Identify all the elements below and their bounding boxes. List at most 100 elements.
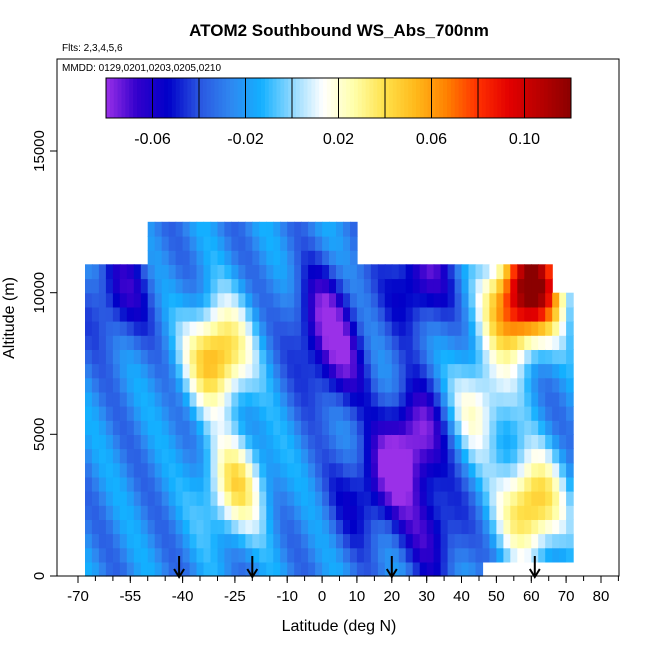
curtain-cell bbox=[245, 533, 253, 549]
curtain-cell bbox=[315, 476, 323, 492]
curtain-cell bbox=[308, 533, 316, 549]
curtain-cell bbox=[322, 448, 330, 464]
curtain-cell bbox=[315, 306, 323, 322]
curtain-cell bbox=[350, 292, 358, 308]
curtain-cell bbox=[356, 377, 365, 393]
curtain-cell bbox=[419, 278, 428, 294]
curtain-cell bbox=[405, 434, 414, 450]
curtain-cell bbox=[384, 321, 393, 336]
curtain-cell bbox=[426, 306, 435, 322]
curtain-cell bbox=[273, 292, 281, 308]
curtain-cell bbox=[336, 561, 344, 577]
curtain-cell bbox=[126, 321, 135, 336]
curtain-cell bbox=[119, 292, 128, 308]
curtain-cell bbox=[433, 363, 442, 379]
curtain-cell bbox=[91, 264, 100, 280]
curtain-cell bbox=[133, 335, 142, 350]
curtain-cell bbox=[238, 448, 246, 464]
curtain-cell bbox=[496, 335, 504, 350]
curtain-cell bbox=[245, 505, 253, 520]
curtain-cell bbox=[336, 250, 344, 265]
curtain-cell bbox=[440, 406, 449, 421]
colorbar-segment bbox=[338, 78, 343, 118]
curtain-cell bbox=[559, 406, 567, 421]
curtain-cell bbox=[517, 462, 525, 478]
curtain-cell bbox=[412, 519, 421, 535]
curtain-cell bbox=[503, 406, 511, 421]
curtain-cell bbox=[468, 462, 477, 478]
curtain-cell bbox=[405, 462, 414, 478]
curtain-cell bbox=[538, 391, 546, 407]
curtain-cell bbox=[224, 349, 232, 365]
curtain-cell bbox=[510, 476, 518, 492]
curtain-cell bbox=[419, 420, 428, 435]
curtain-cell bbox=[168, 335, 177, 350]
curtain-cell bbox=[398, 561, 407, 577]
curtain-cell bbox=[161, 278, 170, 294]
curtain-cell bbox=[147, 278, 156, 294]
curtain-cell bbox=[350, 349, 358, 365]
curtain-cell bbox=[447, 519, 456, 535]
curtain-cell bbox=[419, 505, 428, 520]
curtain-cell bbox=[147, 476, 156, 492]
curtain-cell bbox=[189, 221, 198, 237]
curtain-cell bbox=[147, 406, 156, 421]
curtain-cell bbox=[126, 533, 135, 549]
curtain-cell bbox=[350, 561, 358, 577]
curtain-cell bbox=[210, 476, 219, 492]
curtain-cell bbox=[119, 406, 128, 421]
curtain-cell bbox=[175, 420, 184, 435]
curtain-cell bbox=[384, 349, 393, 365]
colorbar-segment bbox=[268, 78, 274, 118]
curtain-cell bbox=[105, 448, 114, 464]
curtain-cell bbox=[433, 420, 442, 435]
curtain-cell bbox=[566, 292, 574, 308]
curtain-cell bbox=[133, 533, 142, 549]
curtain-cell bbox=[112, 349, 121, 365]
curtain-cell bbox=[384, 561, 393, 577]
x-tick-label: -40 bbox=[172, 588, 194, 605]
curtain-cell bbox=[482, 377, 491, 393]
curtain-cell bbox=[189, 491, 198, 506]
curtain-cell bbox=[447, 547, 456, 563]
curtain-cell bbox=[85, 335, 93, 350]
curtain-cell bbox=[217, 547, 226, 563]
curtain-cell bbox=[412, 306, 421, 322]
curtain-cell bbox=[168, 349, 177, 365]
curtain-cell bbox=[252, 547, 260, 563]
curtain-cell bbox=[412, 377, 421, 393]
curtain-cell bbox=[370, 306, 379, 322]
curtain-cell bbox=[370, 491, 379, 506]
curtain-cell bbox=[370, 519, 379, 535]
curtain-cell bbox=[294, 335, 302, 350]
curtain-cell bbox=[377, 533, 386, 549]
curtain-cell bbox=[168, 519, 177, 535]
curtain-cell bbox=[329, 250, 337, 265]
curtain-cell bbox=[468, 377, 477, 393]
curtain-cell bbox=[405, 491, 414, 506]
curtain-cell bbox=[475, 434, 484, 450]
curtain-cell bbox=[210, 349, 219, 365]
curtain-cell bbox=[85, 519, 93, 535]
curtain-cell bbox=[301, 264, 309, 280]
curtain-cell bbox=[85, 434, 93, 450]
curtain-cell bbox=[350, 306, 358, 322]
curtain-cell bbox=[489, 363, 497, 379]
curtain-cell bbox=[322, 505, 330, 520]
curtain-cell bbox=[496, 278, 504, 294]
curtain-cell bbox=[140, 264, 149, 280]
curtain-cell bbox=[196, 561, 205, 577]
curtain-cell bbox=[238, 306, 246, 322]
curtain-cell bbox=[545, 363, 553, 379]
curtain-cell bbox=[517, 349, 525, 365]
curtain-cell bbox=[461, 448, 470, 464]
curtain-cell bbox=[468, 306, 477, 322]
curtain-cell bbox=[322, 434, 330, 450]
curtain-cell bbox=[126, 476, 135, 492]
colorbar-segment bbox=[191, 78, 196, 118]
curtain-cell bbox=[482, 335, 491, 350]
curtain-cell bbox=[447, 448, 456, 464]
colorbar-segment bbox=[113, 78, 119, 118]
curtain-cell bbox=[384, 519, 393, 535]
curtain-cell bbox=[454, 278, 463, 294]
